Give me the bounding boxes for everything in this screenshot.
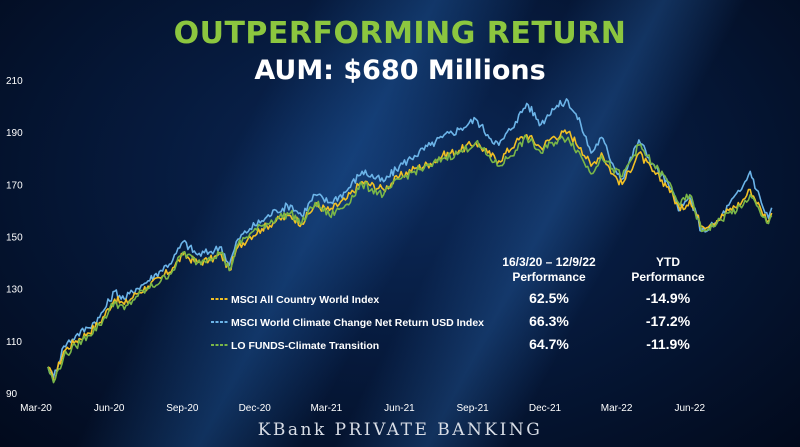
x-tick-label: Mar-22: [601, 403, 633, 414]
series-layer: [47, 98, 773, 384]
chart-title: OUTPERFORMING RETURN: [173, 16, 627, 51]
y-tick-label: 90: [6, 389, 18, 400]
legend-label-msci-acwi: MSCI All Country World Index: [231, 294, 379, 306]
ytd-value-msci-acwi: -14.9%: [646, 290, 691, 306]
chart-subtitle: AUM: $680 Millions: [254, 55, 546, 86]
series-line-msci-climate: [47, 98, 773, 379]
x-axis: Mar-20 Jun-20 Sep-20 Dec-20 Mar-21 Jun-21 Sep-…: [20, 403, 705, 414]
y-tick-label: 130: [6, 285, 23, 296]
period-header-line2: Performance: [512, 270, 586, 284]
y-tick-label: 150: [6, 233, 23, 244]
x-tick-label: Sep-21: [457, 403, 490, 414]
y-tick-label: 210: [6, 76, 23, 87]
period-header-line1: 16/3/20 – 12/9/22: [502, 255, 596, 269]
x-tick-label: Jun-22: [674, 403, 705, 414]
performance-table: 16/3/20 – 12/9/22 Performance YTD Perfor…: [211, 255, 705, 352]
footer-brand: KBank PRIVATE BANKING: [257, 420, 543, 440]
x-tick-label: Dec-20: [239, 403, 272, 414]
y-axis: 90 110 130 150 170 190 210: [6, 76, 23, 400]
ytd-header-line1: YTD: [656, 255, 680, 269]
period-value-lo-funds: 64.7%: [529, 336, 569, 352]
x-tick-label: Mar-20: [20, 403, 52, 414]
x-tick-label: Jun-21: [384, 403, 415, 414]
y-tick-label: 190: [6, 128, 23, 139]
y-tick-label: 110: [6, 337, 22, 348]
x-tick-label: Mar-21: [310, 403, 342, 414]
x-tick-label: Jun-20: [94, 403, 125, 414]
legend-label-lo-funds: LO FUNDS-Climate Transition: [231, 340, 379, 352]
series-line-lo-funds: [47, 134, 773, 384]
x-tick-label: Sep-20: [166, 403, 199, 414]
ytd-header-line2: Performance: [631, 270, 705, 284]
period-value-msci-acwi: 62.5%: [529, 290, 569, 306]
ytd-value-lo-funds: -11.9%: [646, 336, 690, 352]
ytd-value-msci-climate: -17.2%: [646, 313, 691, 329]
y-tick-label: 170: [6, 180, 23, 191]
x-tick-label: Dec-21: [529, 403, 562, 414]
period-value-msci-climate: 66.3%: [529, 313, 569, 329]
legend-label-msci-climate: MSCI World Climate Change Net Return USD…: [231, 317, 484, 329]
